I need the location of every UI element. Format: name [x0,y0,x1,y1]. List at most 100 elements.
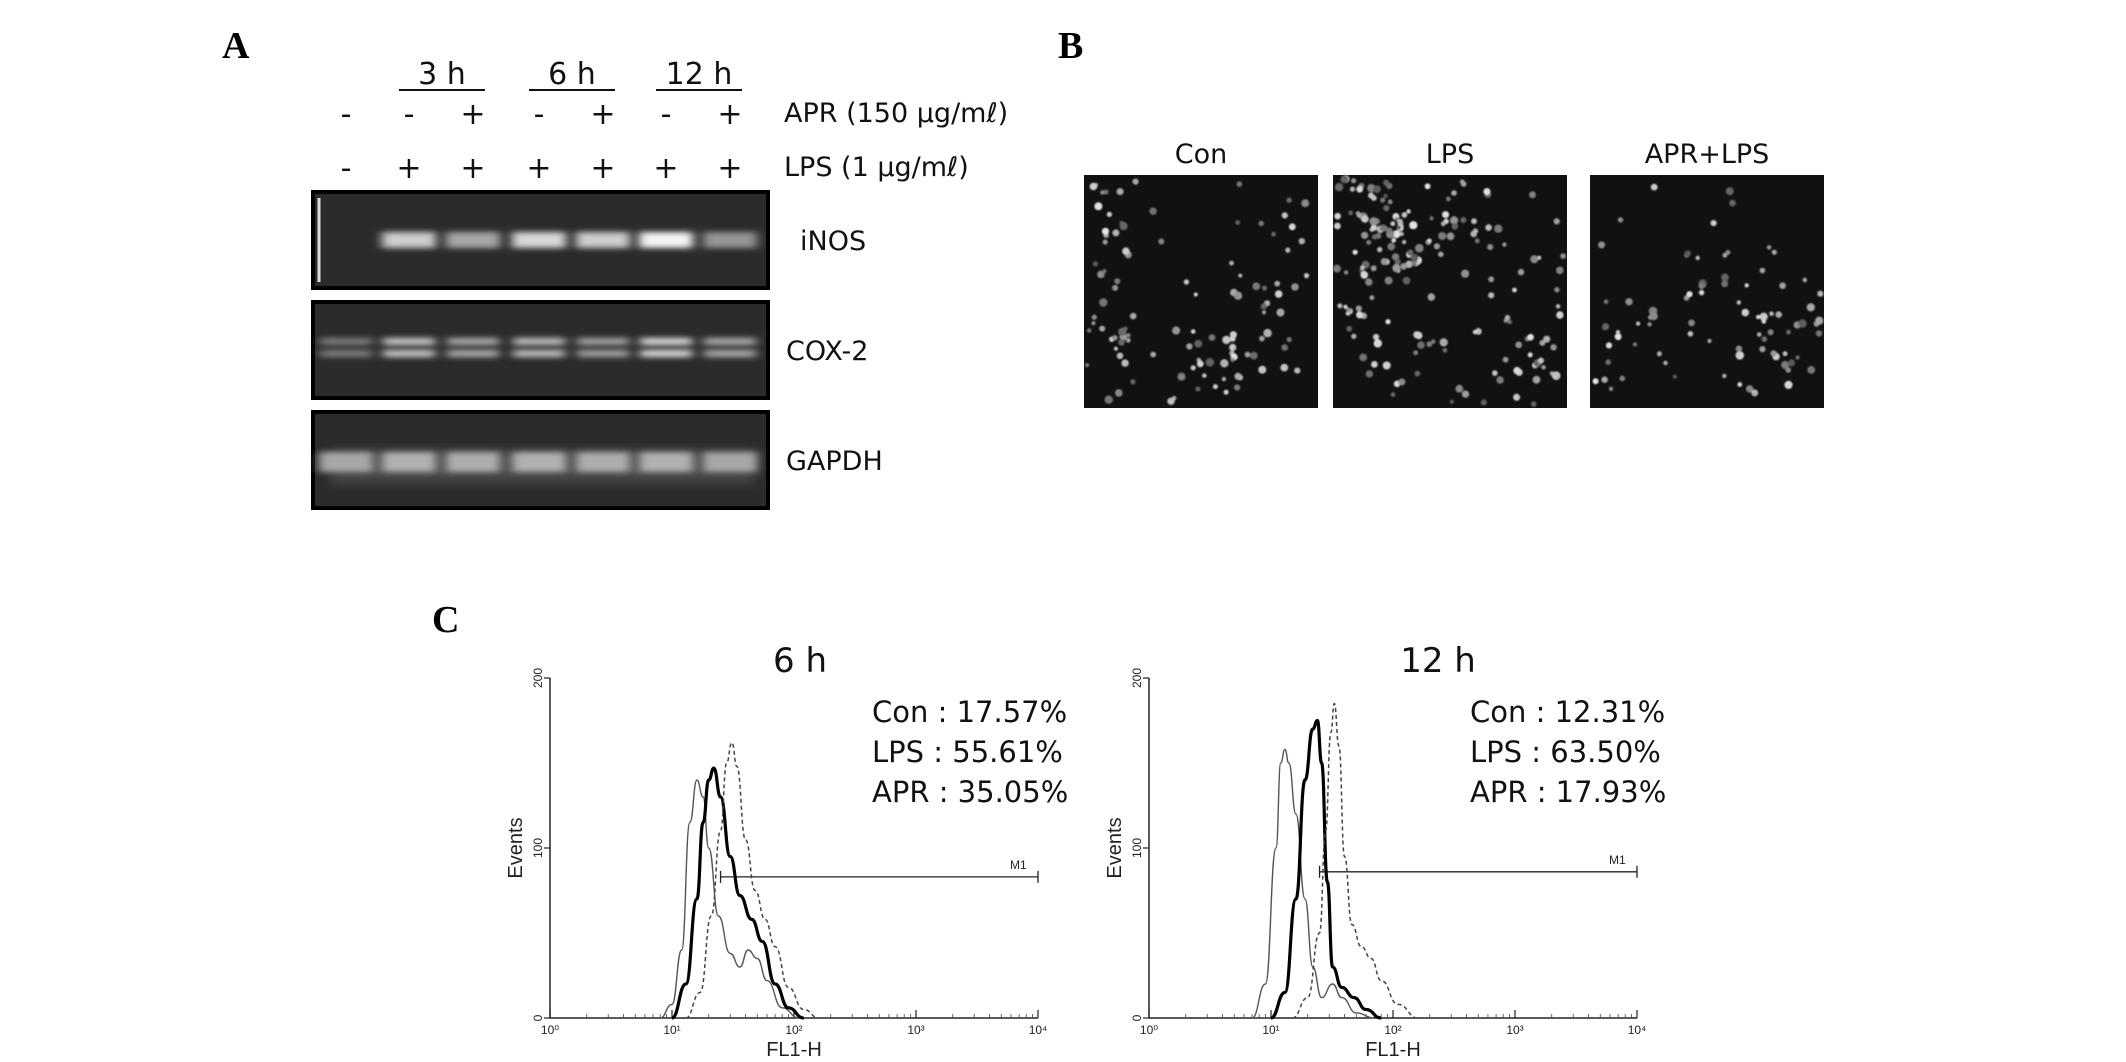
gel-cox2 [311,300,770,400]
histogram-series-thin [1251,748,1375,1019]
x-tick-label: 10⁰ [1140,1023,1158,1037]
time-group-headers: 3 h 6 h 12 h [399,57,742,92]
cell-dots [1332,175,1566,407]
gel-band [383,350,435,357]
gel-band [512,452,566,472]
y-axis-label: Events [1104,817,1126,878]
x-tick-label: 10¹ [663,1023,680,1037]
treatment-sign: + [460,97,485,132]
panel-a: A 3 h 6 h 12 h - - + - + - + APR (150 μg/mℓ) - + + + +… [222,25,1008,510]
y-tick-label: 200 [1130,668,1144,688]
gel-label: iNOS [800,226,866,257]
chart-title: 6 h [773,641,827,681]
gel-band [382,452,436,472]
treatment-sign: + [653,151,678,186]
gel-band [320,338,372,345]
x-tick-label: 10³ [1506,1023,1523,1037]
gel-band [576,452,630,472]
fluorescence-images: Con LPS APR+LPS [1084,139,1824,408]
histogram-series-dashed [1292,702,1419,1019]
y-tick-label: 100 [1130,838,1144,858]
treatment-sign: - [341,97,352,132]
panel-letter-b: B [1058,25,1083,67]
treatment-sign: + [460,151,485,186]
gel-band [446,232,500,248]
percentage-annotation: APR : 35.05% [872,775,1068,809]
gel-band [703,452,757,472]
x-tick-label: 10³ [907,1023,924,1037]
treatment-label: APR (150 μg/mℓ) [784,98,1008,129]
treatment-sign: - [341,151,352,186]
gate-label: M1 [1010,858,1027,872]
gel-band [382,232,436,248]
gel-band [319,452,373,472]
gel-inos [311,190,770,290]
image-label: LPS [1426,139,1474,170]
x-tick-label: 10² [1384,1023,1401,1037]
gel-label: GAPDH [786,446,883,477]
panel-c: C 6 h 10⁰ 10¹ 10² 10³ 10⁴ 0 100 200 FL1-H Events M1… [432,599,1666,1061]
gel-band [639,232,693,248]
image-background [1333,175,1567,408]
x-axis-label: FL1-H [766,1039,822,1061]
panel-letter-c: C [432,599,459,641]
percentage-annotation: LPS : 63.50% [1470,735,1661,769]
gel-band [577,338,629,345]
y-tick-label: 0 [531,1014,545,1021]
percentage-annotation: Con : 17.57% [872,695,1067,729]
treatment-sign: + [590,151,615,186]
percentage-annotation: Con : 12.31% [1470,695,1665,729]
gel-band [513,338,565,345]
histogram-2: 12 h 10⁰ 10¹ 10² 10³ 10⁴ 0 100 200 FL1-H Events M1 C… [1104,641,1666,1061]
image-background [1084,175,1318,408]
image-background [1590,175,1824,408]
gel-band [576,232,630,248]
gel-band [513,350,565,357]
treatment-sign: - [661,97,672,132]
treatment-sign: - [404,97,415,132]
y-tick-label: 100 [531,838,545,858]
histogram-series-thick [1270,718,1382,1020]
gel-band [703,232,757,248]
histogram-series-thin [660,779,800,1019]
gel-band [640,338,692,345]
gel-band [446,452,500,472]
treatment-sign: + [717,151,742,186]
chart-title: 12 h [1400,641,1476,681]
gel-band [640,350,692,357]
gel-band [639,452,693,472]
gate-label: M1 [1609,853,1626,867]
gel-band [447,350,499,357]
x-axis-label: FL1-H [1365,1039,1421,1061]
treatment-label: LPS (1 μg/mℓ) [784,152,969,183]
image-label: Con [1175,139,1227,170]
y-tick-label: 0 [1130,1014,1144,1021]
time-group-label: 6 h [548,57,596,92]
gel-band [383,338,435,345]
y-tick-label: 200 [531,668,545,688]
panel-letter-a: A [222,25,250,67]
percentage-annotation: APR : 17.93% [1470,775,1666,809]
treatment-sign: + [717,97,742,132]
x-tick-label: 10⁴ [1029,1023,1048,1037]
gel-band [704,338,756,345]
histogram-series-dashed [685,741,819,1019]
microscopy-image [1590,175,1824,408]
gel-band [320,350,372,357]
time-group-label: 12 h [666,57,733,92]
treatment-sign: + [526,151,551,186]
microscopy-image [1332,175,1567,408]
gel-band [704,350,756,357]
treatment-sign: - [534,97,545,132]
flow-cytometry-histograms: 6 h 10⁰ 10¹ 10² 10³ 10⁴ 0 100 200 FL1-H Events M1 Co… [505,641,1666,1061]
percentage-annotation: LPS : 55.61% [872,735,1063,769]
x-tick-label: 10⁴ [1628,1023,1647,1037]
image-label: APR+LPS [1645,139,1770,170]
panel-b: B Con LPS APR+LPS [1058,25,1824,408]
y-axis-label: Events [505,817,527,878]
gel-band [577,350,629,357]
x-tick-label: 10¹ [1262,1023,1279,1037]
x-tick-label: 10² [785,1023,802,1037]
cell-dots [1085,178,1310,405]
gel-band [512,232,566,248]
